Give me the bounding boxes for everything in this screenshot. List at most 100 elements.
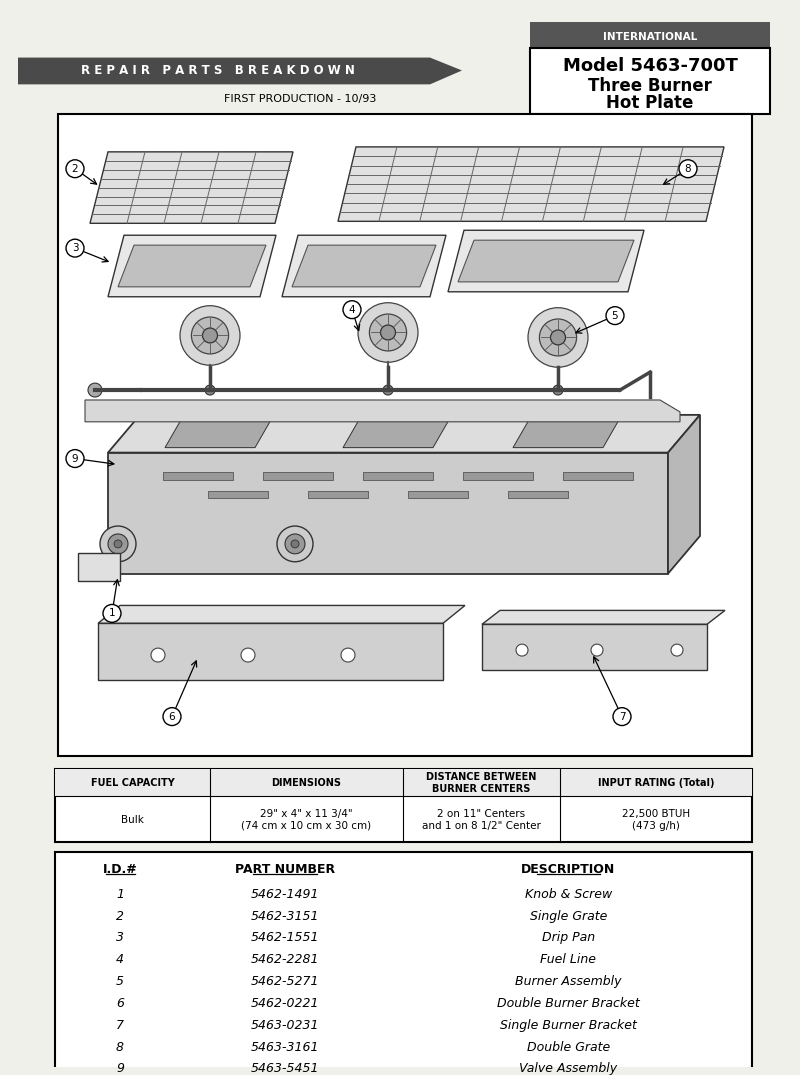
Text: 8: 8 bbox=[116, 1041, 124, 1054]
Circle shape bbox=[191, 317, 229, 354]
FancyBboxPatch shape bbox=[263, 472, 333, 481]
Polygon shape bbox=[458, 240, 634, 282]
Text: 5462-1551: 5462-1551 bbox=[250, 931, 319, 945]
Text: INPUT RATING (Total): INPUT RATING (Total) bbox=[598, 778, 714, 788]
Polygon shape bbox=[98, 624, 443, 679]
Text: 5463-3161: 5463-3161 bbox=[250, 1041, 319, 1054]
Text: 5462-0221: 5462-0221 bbox=[250, 997, 319, 1009]
Circle shape bbox=[66, 449, 84, 468]
Text: Bulk: Bulk bbox=[121, 815, 144, 825]
Text: 4: 4 bbox=[116, 954, 124, 966]
Text: 9: 9 bbox=[72, 454, 78, 463]
Text: 3: 3 bbox=[72, 243, 78, 253]
Text: 1: 1 bbox=[109, 608, 115, 618]
Text: Single Burner Bracket: Single Burner Bracket bbox=[500, 1019, 637, 1032]
Circle shape bbox=[591, 644, 603, 656]
FancyBboxPatch shape bbox=[55, 851, 752, 1075]
FancyBboxPatch shape bbox=[463, 472, 533, 481]
Polygon shape bbox=[513, 420, 619, 447]
Polygon shape bbox=[108, 453, 668, 574]
Text: Knob & Screw: Knob & Screw bbox=[525, 888, 612, 901]
Text: 1: 1 bbox=[116, 888, 124, 901]
Polygon shape bbox=[482, 611, 725, 625]
Text: 9: 9 bbox=[116, 1062, 124, 1075]
Text: 2: 2 bbox=[72, 163, 78, 174]
FancyBboxPatch shape bbox=[55, 770, 752, 842]
Text: Single Grate: Single Grate bbox=[530, 909, 607, 922]
Polygon shape bbox=[282, 235, 446, 297]
Text: 5463-5451: 5463-5451 bbox=[250, 1062, 319, 1075]
FancyBboxPatch shape bbox=[530, 22, 770, 47]
Text: Drip Pan: Drip Pan bbox=[542, 931, 595, 945]
Text: 3: 3 bbox=[116, 931, 124, 945]
Text: Fuel Line: Fuel Line bbox=[541, 954, 597, 966]
Text: 6: 6 bbox=[169, 712, 175, 721]
Polygon shape bbox=[118, 245, 266, 287]
Circle shape bbox=[291, 540, 299, 548]
Circle shape bbox=[539, 319, 577, 356]
Circle shape bbox=[202, 328, 218, 343]
Polygon shape bbox=[668, 415, 700, 574]
Text: 7: 7 bbox=[618, 712, 626, 721]
FancyBboxPatch shape bbox=[363, 472, 433, 481]
Circle shape bbox=[285, 534, 305, 554]
Polygon shape bbox=[343, 420, 449, 447]
Text: INTERNATIONAL: INTERNATIONAL bbox=[603, 32, 697, 42]
Circle shape bbox=[550, 330, 566, 345]
Text: Double Burner Bracket: Double Burner Bracket bbox=[497, 997, 640, 1009]
Circle shape bbox=[241, 648, 255, 662]
Circle shape bbox=[343, 301, 361, 318]
Text: 4: 4 bbox=[349, 304, 355, 315]
Circle shape bbox=[671, 644, 683, 656]
Text: Model 5463-700T: Model 5463-700T bbox=[562, 57, 738, 75]
Text: FIRST PRODUCTION - 10/93: FIRST PRODUCTION - 10/93 bbox=[224, 95, 376, 104]
Text: 5462-3151: 5462-3151 bbox=[250, 909, 319, 922]
Text: Hot Plate: Hot Plate bbox=[606, 95, 694, 112]
Text: 2: 2 bbox=[116, 909, 124, 922]
Polygon shape bbox=[165, 420, 271, 447]
FancyBboxPatch shape bbox=[508, 491, 568, 498]
Text: 2 on 11" Centers
and 1 on 8 1/2" Center: 2 on 11" Centers and 1 on 8 1/2" Center bbox=[422, 809, 541, 831]
Text: Burner Assembly: Burner Assembly bbox=[515, 975, 622, 988]
Circle shape bbox=[370, 314, 406, 350]
Circle shape bbox=[341, 648, 355, 662]
Polygon shape bbox=[18, 58, 462, 84]
Text: 8: 8 bbox=[685, 163, 691, 174]
Polygon shape bbox=[338, 147, 724, 221]
Circle shape bbox=[277, 526, 313, 562]
Circle shape bbox=[180, 305, 240, 366]
Text: Valve Assembly: Valve Assembly bbox=[519, 1062, 618, 1075]
Circle shape bbox=[516, 644, 528, 656]
Circle shape bbox=[528, 307, 588, 368]
Circle shape bbox=[103, 604, 121, 622]
Circle shape bbox=[114, 540, 122, 548]
Polygon shape bbox=[482, 625, 707, 670]
Circle shape bbox=[383, 385, 393, 395]
Text: 5462-2281: 5462-2281 bbox=[250, 954, 319, 966]
Text: I.D.#: I.D.# bbox=[102, 863, 138, 876]
FancyBboxPatch shape bbox=[163, 472, 233, 481]
Circle shape bbox=[163, 707, 181, 726]
Text: DIMENSIONS: DIMENSIONS bbox=[271, 778, 342, 788]
Text: 5463-0231: 5463-0231 bbox=[250, 1019, 319, 1032]
FancyBboxPatch shape bbox=[208, 491, 268, 498]
Text: Double Grate: Double Grate bbox=[527, 1041, 610, 1054]
Circle shape bbox=[613, 707, 631, 726]
Text: R E P A I R   P A R T S   B R E A K D O W N: R E P A I R P A R T S B R E A K D O W N bbox=[81, 64, 355, 77]
Circle shape bbox=[100, 526, 136, 562]
FancyBboxPatch shape bbox=[55, 770, 752, 796]
Text: 29" x 4" x 11 3/4"
(74 cm x 10 cm x 30 cm): 29" x 4" x 11 3/4" (74 cm x 10 cm x 30 c… bbox=[242, 809, 371, 831]
FancyBboxPatch shape bbox=[58, 114, 752, 757]
Circle shape bbox=[66, 240, 84, 257]
Polygon shape bbox=[98, 605, 465, 623]
FancyBboxPatch shape bbox=[408, 491, 468, 498]
Polygon shape bbox=[448, 230, 644, 291]
Polygon shape bbox=[85, 400, 680, 421]
Circle shape bbox=[205, 385, 215, 395]
Text: 22,500 BTUH
(473 g/h): 22,500 BTUH (473 g/h) bbox=[622, 809, 690, 831]
Circle shape bbox=[66, 160, 84, 177]
Text: 7: 7 bbox=[116, 1019, 124, 1032]
Text: FUEL CAPACITY: FUEL CAPACITY bbox=[90, 778, 174, 788]
Circle shape bbox=[381, 325, 395, 340]
Circle shape bbox=[553, 385, 563, 395]
